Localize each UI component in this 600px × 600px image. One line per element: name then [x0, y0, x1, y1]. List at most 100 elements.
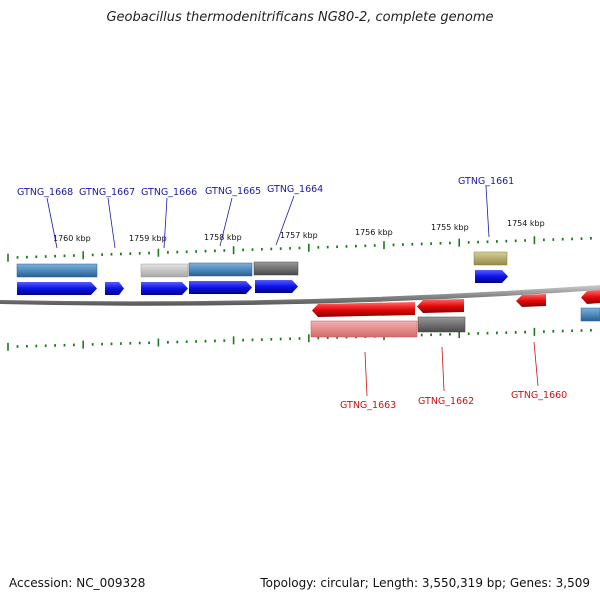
gene-label-gtng-1660[interactable]: GTNG_1660: [511, 390, 567, 401]
leader-line-gtng-1662: [441, 346, 445, 392]
upper-track-minor-tick: [110, 252, 113, 256]
cog-box-gtng-1665[interactable]: [188, 262, 253, 277]
lower-track-minor-tick: [73, 343, 75, 347]
upper-track-minor-tick: [392, 243, 395, 247]
upper-track-minor-tick: [402, 243, 404, 246]
gene-arrow-gtng-1664[interactable]: [255, 280, 298, 293]
gene-arrow-gtng-1666[interactable]: [141, 282, 188, 295]
gene-arrow-edge-partial[interactable]: [581, 290, 600, 304]
upper-track-major-tick: [157, 248, 160, 257]
upper-track-minor-tick: [101, 253, 103, 256]
lower-track-minor-tick: [289, 337, 291, 341]
upper-track-minor-tick: [26, 255, 28, 259]
scale-label-1755: 1755 kbp: [431, 223, 469, 232]
lower-track-minor-tick: [176, 340, 179, 344]
gene-label-gtng-1668[interactable]: GTNG_1668: [17, 187, 73, 198]
leader-line-gtng-1665: [219, 197, 233, 247]
leader-line-gtng-1661: [485, 185, 490, 238]
lower-track-minor-tick: [270, 338, 273, 341]
cog-box-gtng-1666[interactable]: [140, 263, 189, 278]
upper-track-major-tick: [82, 251, 84, 260]
lower-track-minor-tick: [223, 339, 226, 342]
lower-track-minor-tick: [505, 331, 508, 334]
upper-track-minor-tick: [420, 242, 423, 246]
lower-track-minor-tick: [561, 329, 564, 333]
lower-track-minor-tick: [44, 344, 47, 348]
upper-track-major-tick: [232, 246, 235, 255]
upper-track-minor-tick: [336, 245, 338, 249]
upper-track-minor-tick: [279, 247, 282, 250]
cog-box-gtng-1663[interactable]: [310, 320, 418, 338]
lower-track-minor-tick: [63, 343, 66, 347]
gene-arrow-gtng-1662[interactable]: [417, 299, 464, 313]
lower-track-major-tick: [458, 329, 460, 338]
gene-arrow-gtng-1661[interactable]: [475, 270, 508, 283]
lower-tick-track: [7, 327, 592, 351]
lower-track-minor-tick: [26, 344, 28, 348]
lower-track-minor-tick: [261, 338, 263, 341]
gene-label-gtng-1662[interactable]: GTNG_1662: [418, 396, 474, 407]
cog-box-edge-partial[interactable]: [580, 307, 600, 322]
gene-arrow-gtng-1668[interactable]: [17, 282, 97, 295]
lower-track-minor-tick: [430, 333, 432, 337]
lower-track-minor-tick: [420, 333, 423, 337]
lower-track-minor-tick: [91, 343, 94, 346]
gene-arrow-gtng-1665[interactable]: [189, 281, 252, 294]
upper-track-minor-tick: [298, 246, 301, 250]
lower-track-minor-tick: [101, 342, 103, 346]
gene-arrow-gtng-1667[interactable]: [105, 282, 124, 295]
lower-track-major-tick: [7, 342, 9, 351]
lower-track-major-tick: [232, 336, 235, 345]
lower-track-minor-tick: [185, 340, 188, 344]
gene-label-gtng-1666[interactable]: GTNG_1666: [141, 187, 197, 198]
cog-box-gtng-1661[interactable]: [473, 251, 508, 266]
lower-track-minor-tick: [524, 330, 526, 334]
upper-track-minor-tick: [35, 255, 38, 259]
upper-track-major-tick: [7, 253, 9, 262]
lower-track-minor-tick: [120, 342, 122, 345]
cog-box-gtng-1662[interactable]: [417, 316, 466, 333]
upper-track-minor-tick: [204, 249, 207, 253]
upper-track-minor-tick: [561, 237, 564, 241]
lower-track-major-tick: [533, 327, 536, 336]
upper-track-minor-tick: [270, 247, 273, 251]
gene-arrow-gtng-1660[interactable]: [516, 294, 546, 307]
gene-label-gtng-1665[interactable]: GTNG_1665: [205, 186, 261, 197]
gene-label-gtng-1663[interactable]: GTNG_1663: [340, 400, 396, 411]
accession-text: Accession: NC_009328: [9, 576, 146, 590]
upper-track-minor-tick: [477, 240, 479, 244]
lower-track-minor-tick: [552, 330, 555, 333]
upper-track-minor-tick: [524, 239, 526, 242]
upper-track-minor-tick: [467, 241, 470, 244]
upper-track-minor-tick: [44, 255, 47, 258]
scale-label-1757: 1757 kbp: [280, 231, 318, 240]
cog-box-gtng-1664[interactable]: [253, 261, 299, 276]
gene-label-gtng-1661[interactable]: GTNG_1661: [458, 176, 514, 187]
upper-track-minor-tick: [54, 254, 56, 258]
upper-track-minor-tick: [148, 251, 150, 255]
upper-track-minor-tick: [289, 247, 291, 250]
upper-track-minor-tick: [317, 246, 320, 249]
upper-track-minor-tick: [355, 244, 357, 248]
gene-label-gtng-1667[interactable]: GTNG_1667: [79, 187, 135, 198]
lower-track-minor-tick: [467, 332, 470, 336]
lower-track-minor-tick: [580, 329, 583, 332]
lower-track-minor-tick: [496, 331, 498, 335]
leader-line-gtng-1663: [364, 351, 368, 397]
gene-arrow-gtng-1663[interactable]: [312, 302, 415, 317]
lower-track-minor-tick: [242, 338, 244, 342]
lower-track-minor-tick: [449, 332, 451, 336]
lower-track-minor-tick: [336, 336, 338, 339]
cog-box-gtng-1668[interactable]: [16, 263, 98, 278]
gene-label-gtng-1664[interactable]: GTNG_1664: [267, 184, 323, 195]
lower-track-minor-tick: [317, 336, 320, 340]
lower-track-minor-tick: [439, 333, 442, 336]
lower-track-minor-tick: [543, 330, 545, 333]
lower-track-minor-tick: [110, 342, 113, 346]
upper-track-minor-tick: [195, 250, 197, 253]
lower-track-minor-tick: [148, 341, 150, 345]
lower-track-minor-tick: [204, 339, 207, 343]
lower-track-minor-tick: [16, 345, 19, 348]
scale-label-1760: 1760 kbp: [53, 234, 91, 243]
